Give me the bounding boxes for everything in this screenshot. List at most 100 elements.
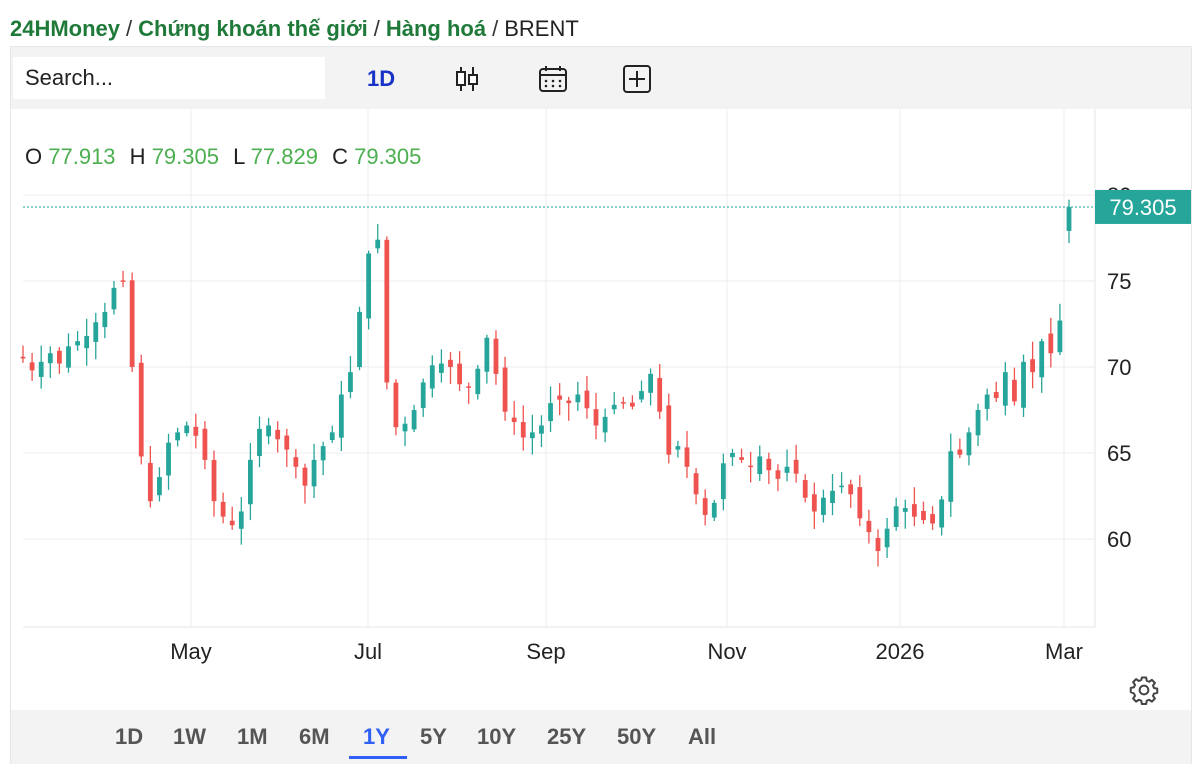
- price-tick-label: 70: [1107, 355, 1131, 380]
- range-50y-button[interactable]: 50Y: [617, 724, 657, 749]
- candle-body: [548, 403, 553, 422]
- candle-body: [275, 429, 281, 440]
- time-range-bar: 1D 1W 1M 6M 1Y 5Y 10Y 25Y 50Y All: [11, 710, 1191, 764]
- range-1m-button[interactable]: 1M: [237, 724, 268, 749]
- last-price-tag: [1095, 189, 1191, 224]
- candle-body: [811, 494, 817, 512]
- candle-body: [293, 457, 299, 467]
- candle-body: [1030, 359, 1036, 373]
- breadcrumb: 24HMoney / Chứng khoán thế giới / Hàng hoá / B…: [10, 16, 579, 42]
- candle-body: [611, 404, 617, 410]
- add-indicator-icon[interactable]: [621, 63, 653, 95]
- candle-body: [711, 502, 717, 518]
- range-1w-button[interactable]: 1W: [173, 724, 206, 749]
- range-5y-button[interactable]: 5Y: [420, 724, 447, 749]
- low-label: L: [233, 144, 245, 169]
- candle-body: [238, 511, 244, 529]
- candle-body: [111, 287, 117, 310]
- candle-body: [966, 432, 972, 456]
- candle-body: [566, 400, 572, 404]
- candle-body: [993, 392, 999, 398]
- range-1y-button[interactable]: 1Y: [363, 724, 390, 749]
- chart-widget: 1D 6065707580MayJulSepNov2026Mar79.305 O…: [10, 46, 1192, 764]
- candle-body: [975, 410, 981, 436]
- candle-body: [575, 394, 581, 403]
- breadcrumb-separator: /: [126, 16, 133, 41]
- candle-body: [20, 356, 26, 359]
- candle-body: [893, 506, 899, 527]
- candle-body: [675, 446, 681, 450]
- candle-body: [247, 459, 253, 505]
- candle-body: [302, 467, 308, 486]
- candle-body: [757, 456, 763, 475]
- candle-body: [784, 466, 790, 473]
- candle-body: [84, 336, 90, 349]
- candle-body: [1039, 341, 1045, 378]
- candle-body: [866, 520, 872, 533]
- price-tick-label: 75: [1107, 269, 1131, 294]
- range-6m-button[interactable]: 6M: [299, 724, 330, 749]
- chart-settings-gear-icon[interactable]: [1129, 675, 1159, 705]
- candle-body: [429, 365, 435, 389]
- candle-body: [730, 453, 735, 458]
- candle-body: [38, 361, 44, 377]
- time-tick-label: Jul: [354, 639, 382, 664]
- interval-button[interactable]: 1D: [367, 66, 396, 91]
- candle-body: [147, 462, 153, 502]
- candle-body: [639, 391, 644, 400]
- time-tick-label: May: [170, 639, 212, 664]
- time-tick-label: Sep: [526, 639, 565, 664]
- range-all-button[interactable]: All: [688, 724, 717, 749]
- candle-body: [939, 499, 945, 528]
- candlestick-chart[interactable]: 6065707580MayJulSepNov2026Mar79.305: [11, 47, 1191, 710]
- candle-body: [229, 520, 235, 526]
- symbol-search-input[interactable]: [13, 57, 325, 99]
- time-tick-label: 2026: [876, 639, 925, 664]
- candle-body: [693, 473, 699, 495]
- range-1d-button[interactable]: 1D: [115, 724, 144, 749]
- candle-body: [439, 363, 444, 373]
- breadcrumb-world-stocks-link[interactable]: Chứng khoán thế giới: [138, 16, 368, 41]
- candle-body: [1066, 207, 1072, 231]
- candle-body: [393, 382, 399, 428]
- candle-body: [984, 394, 990, 409]
- candle-body: [748, 465, 754, 468]
- candle-body: [630, 402, 635, 407]
- candlestick-icon[interactable]: [451, 63, 483, 95]
- breadcrumb-separator: /: [492, 16, 499, 41]
- candle-body: [648, 373, 653, 393]
- candle-body: [166, 442, 171, 476]
- candle-body: [348, 372, 353, 393]
- candle-body: [529, 432, 535, 439]
- candle-body: [766, 458, 772, 471]
- candle-body: [593, 409, 599, 426]
- chart-toolbar: 1D: [11, 47, 1191, 109]
- candle-body: [775, 470, 781, 479]
- candle-body: [202, 428, 208, 460]
- candle-body: [29, 362, 35, 371]
- candle-body: [56, 350, 62, 364]
- candle-body: [366, 253, 372, 319]
- candle-body: [948, 451, 954, 502]
- candle-body: [511, 417, 517, 423]
- breadcrumb-home-link[interactable]: 24HMoney: [10, 16, 121, 41]
- candle-body: [311, 459, 317, 487]
- candle-body: [102, 311, 108, 328]
- candle-body: [930, 514, 935, 524]
- high-value: 79.305: [151, 144, 219, 169]
- candle-body: [830, 490, 835, 503]
- candle-body: [411, 410, 417, 430]
- candle-body: [357, 311, 362, 368]
- candle-body: [1012, 379, 1017, 402]
- active-range-underline: [349, 756, 407, 759]
- range-25y-button[interactable]: 25Y: [547, 724, 587, 749]
- candle-body: [466, 386, 472, 388]
- candle-body: [420, 382, 426, 409]
- range-10y-button[interactable]: 10Y: [477, 724, 517, 749]
- candle-body: [120, 280, 126, 282]
- candle-body: [448, 359, 453, 367]
- candle-body: [520, 422, 526, 438]
- breadcrumb-commodities-link[interactable]: Hàng hoá: [385, 16, 487, 41]
- time-tick-label: Nov: [707, 639, 746, 664]
- calendar-icon[interactable]: [537, 63, 569, 95]
